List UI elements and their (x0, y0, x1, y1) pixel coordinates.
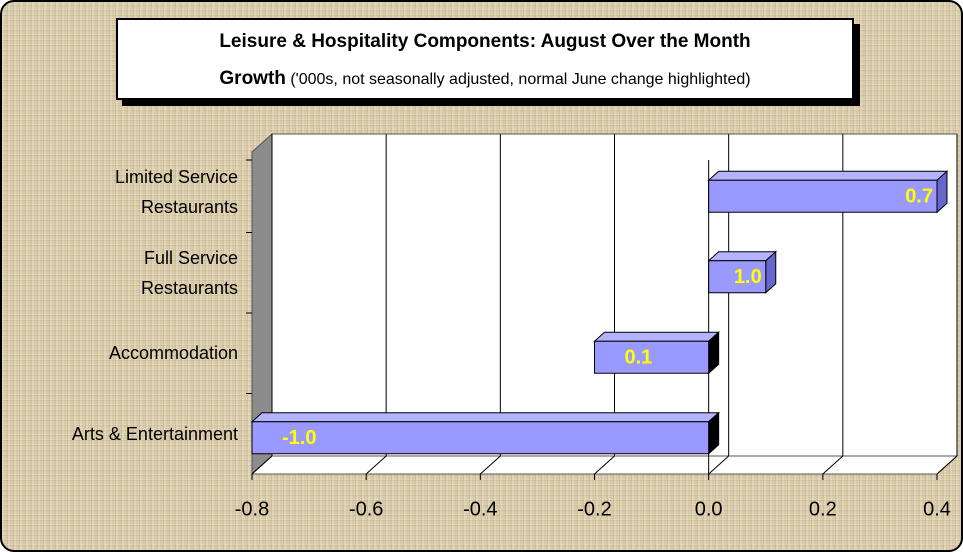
y-tick-label: Full Service Restaurants (140, 247, 238, 298)
floor-grid-line (708, 455, 730, 475)
bar-label: 0.7 (905, 186, 933, 208)
bar-top (250, 412, 720, 423)
x-tick-label: 0.2 (809, 498, 837, 520)
floor-grid-line (479, 455, 501, 475)
floor-grid-line (936, 455, 958, 475)
bar-label: 1.0 (734, 266, 762, 288)
title-box: Leisure & Hospitality Components: August… (116, 18, 854, 100)
bar (708, 179, 938, 213)
floor-grid-line (822, 455, 844, 475)
y-tick-label: Arts & Entertainment (71, 423, 238, 444)
floor-grid-line (251, 455, 273, 475)
bar (251, 421, 710, 455)
bar-top (707, 170, 949, 181)
chart-title: Leisure & Hospitality Components: August… (219, 31, 751, 89)
floor-grid-line (365, 455, 387, 475)
x-tick-label: -0.6 (349, 498, 383, 520)
x-tick-label: 0.0 (695, 498, 723, 520)
chart-subtitle: ('000s, not seasonally adjusted, normal … (290, 71, 751, 88)
floor-grid-line (594, 455, 615, 475)
x-tick-label: -0.4 (463, 498, 497, 520)
bar-top (707, 251, 778, 262)
bar-label: 0.1 (625, 347, 653, 369)
bar (708, 260, 767, 294)
y-tick-label: Limited Service Restaurants (114, 167, 238, 218)
x-tick-label: -0.8 (235, 498, 269, 520)
bar (594, 340, 710, 374)
x-tick-label: 0.4 (923, 498, 951, 520)
bar-top (593, 331, 720, 342)
x-tick-label: -0.2 (577, 498, 611, 520)
bar-label: -1.0 (282, 427, 316, 449)
y-tick-label: Accommodation (108, 343, 238, 364)
